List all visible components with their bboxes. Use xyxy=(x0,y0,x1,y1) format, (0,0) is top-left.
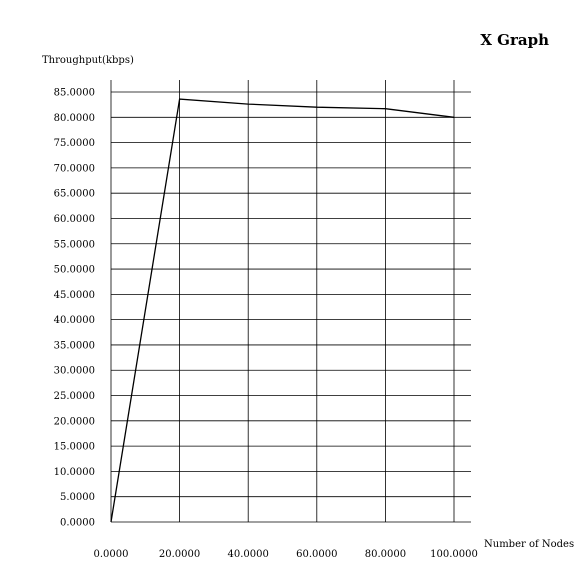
x-tick-label: 40.0000 xyxy=(228,549,269,560)
chart-title: X Graph xyxy=(480,31,549,49)
y-tick-label: 70.0000 xyxy=(54,163,95,174)
x-tick-label: 100.0000 xyxy=(430,549,478,560)
y-tick-label: 20.0000 xyxy=(54,416,95,427)
y-tick-label: 40.0000 xyxy=(54,315,95,326)
y-tick-labels: 0.0000 5.0000 10.0000 15.0000 20.0000 25.0000… xyxy=(54,88,95,529)
y-tick-label: 35.0000 xyxy=(54,340,95,351)
y-tick-label: 55.0000 xyxy=(54,239,95,250)
x-tick-label: 20.0000 xyxy=(159,549,200,560)
y-tick-label: 25.0000 xyxy=(54,391,95,402)
y-axis-label: Throughput(kbps) xyxy=(42,55,134,66)
y-tick-label: 10.0000 xyxy=(54,467,95,478)
x-tick-label: 0.0000 xyxy=(94,549,129,560)
series-line xyxy=(110,98,455,523)
y-tick-label: 0.0000 xyxy=(60,518,95,529)
y-tick-label: 65.0000 xyxy=(54,189,95,200)
x-tick-labels: 0.0000 20.0000 40.0000 60.0000 80.0000 100.00… xyxy=(94,549,478,560)
y-tick-label: 15.0000 xyxy=(54,442,95,453)
y-tick-label: 75.0000 xyxy=(54,138,95,149)
y-tick-label: 60.0000 xyxy=(54,214,95,225)
y-tick-label: 5.0000 xyxy=(60,492,95,503)
x-axis-label: Number of Nodes xyxy=(484,539,574,550)
y-tick-label: 50.0000 xyxy=(54,265,95,276)
series-group xyxy=(110,98,455,523)
y-tick-label: 45.0000 xyxy=(54,290,95,301)
grid xyxy=(110,80,471,523)
y-tick-label: 80.0000 xyxy=(54,113,95,124)
x-tick-label: 80.0000 xyxy=(365,549,406,560)
y-tick-label: 30.0000 xyxy=(54,366,95,377)
y-tick-label: 85.0000 xyxy=(54,88,95,99)
x-tick-label: 60.0000 xyxy=(296,549,337,560)
